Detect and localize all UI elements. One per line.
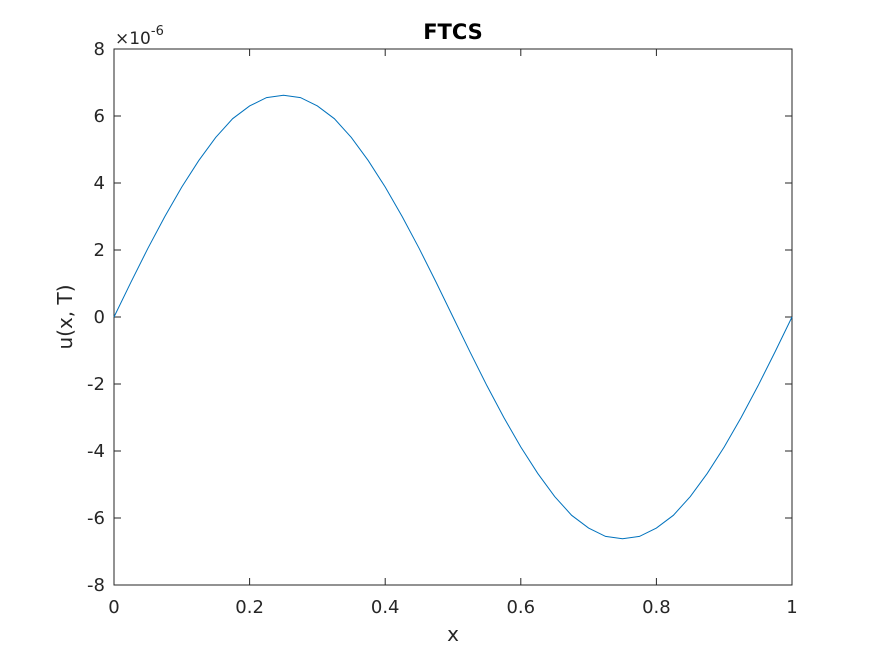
- y-tick-label: 6: [94, 106, 105, 127]
- x-axis-label: x: [447, 622, 459, 646]
- y-exponent-base: ×10: [115, 29, 151, 49]
- y-tick-label: 8: [94, 39, 105, 60]
- y-tick-label: -6: [87, 508, 105, 529]
- x-tick-label: 0.2: [235, 597, 264, 618]
- y-tick-label: 2: [94, 240, 105, 261]
- y-exponent-power: -6: [151, 24, 164, 39]
- series-line: [113, 94, 793, 540]
- y-tick-label: -4: [87, 441, 105, 462]
- x-tick-label: 0.8: [642, 597, 671, 618]
- x-tick-label: 1: [786, 597, 797, 618]
- y-axis-label: u(x, T): [53, 284, 77, 349]
- y-tick-label: 4: [94, 173, 105, 194]
- y-tick-label: -2: [87, 374, 105, 395]
- x-tick-label: 0: [108, 597, 119, 618]
- x-tick-label: 0.6: [506, 597, 535, 618]
- x-tick-labels: 0 0.2 0.4 0.6 0.8 1: [108, 597, 797, 618]
- y-tick-label: 0: [94, 307, 105, 328]
- y-tick-labels: -8 -6 -4 -2 0 2 4 6 8: [87, 39, 105, 596]
- x-tick-label: 0.4: [371, 597, 400, 618]
- y-tick-label: -8: [87, 575, 105, 596]
- y-exponent-label: ×10-6: [115, 24, 164, 49]
- tick-marks: [113, 48, 793, 586]
- chart-title: FTCS: [423, 20, 483, 44]
